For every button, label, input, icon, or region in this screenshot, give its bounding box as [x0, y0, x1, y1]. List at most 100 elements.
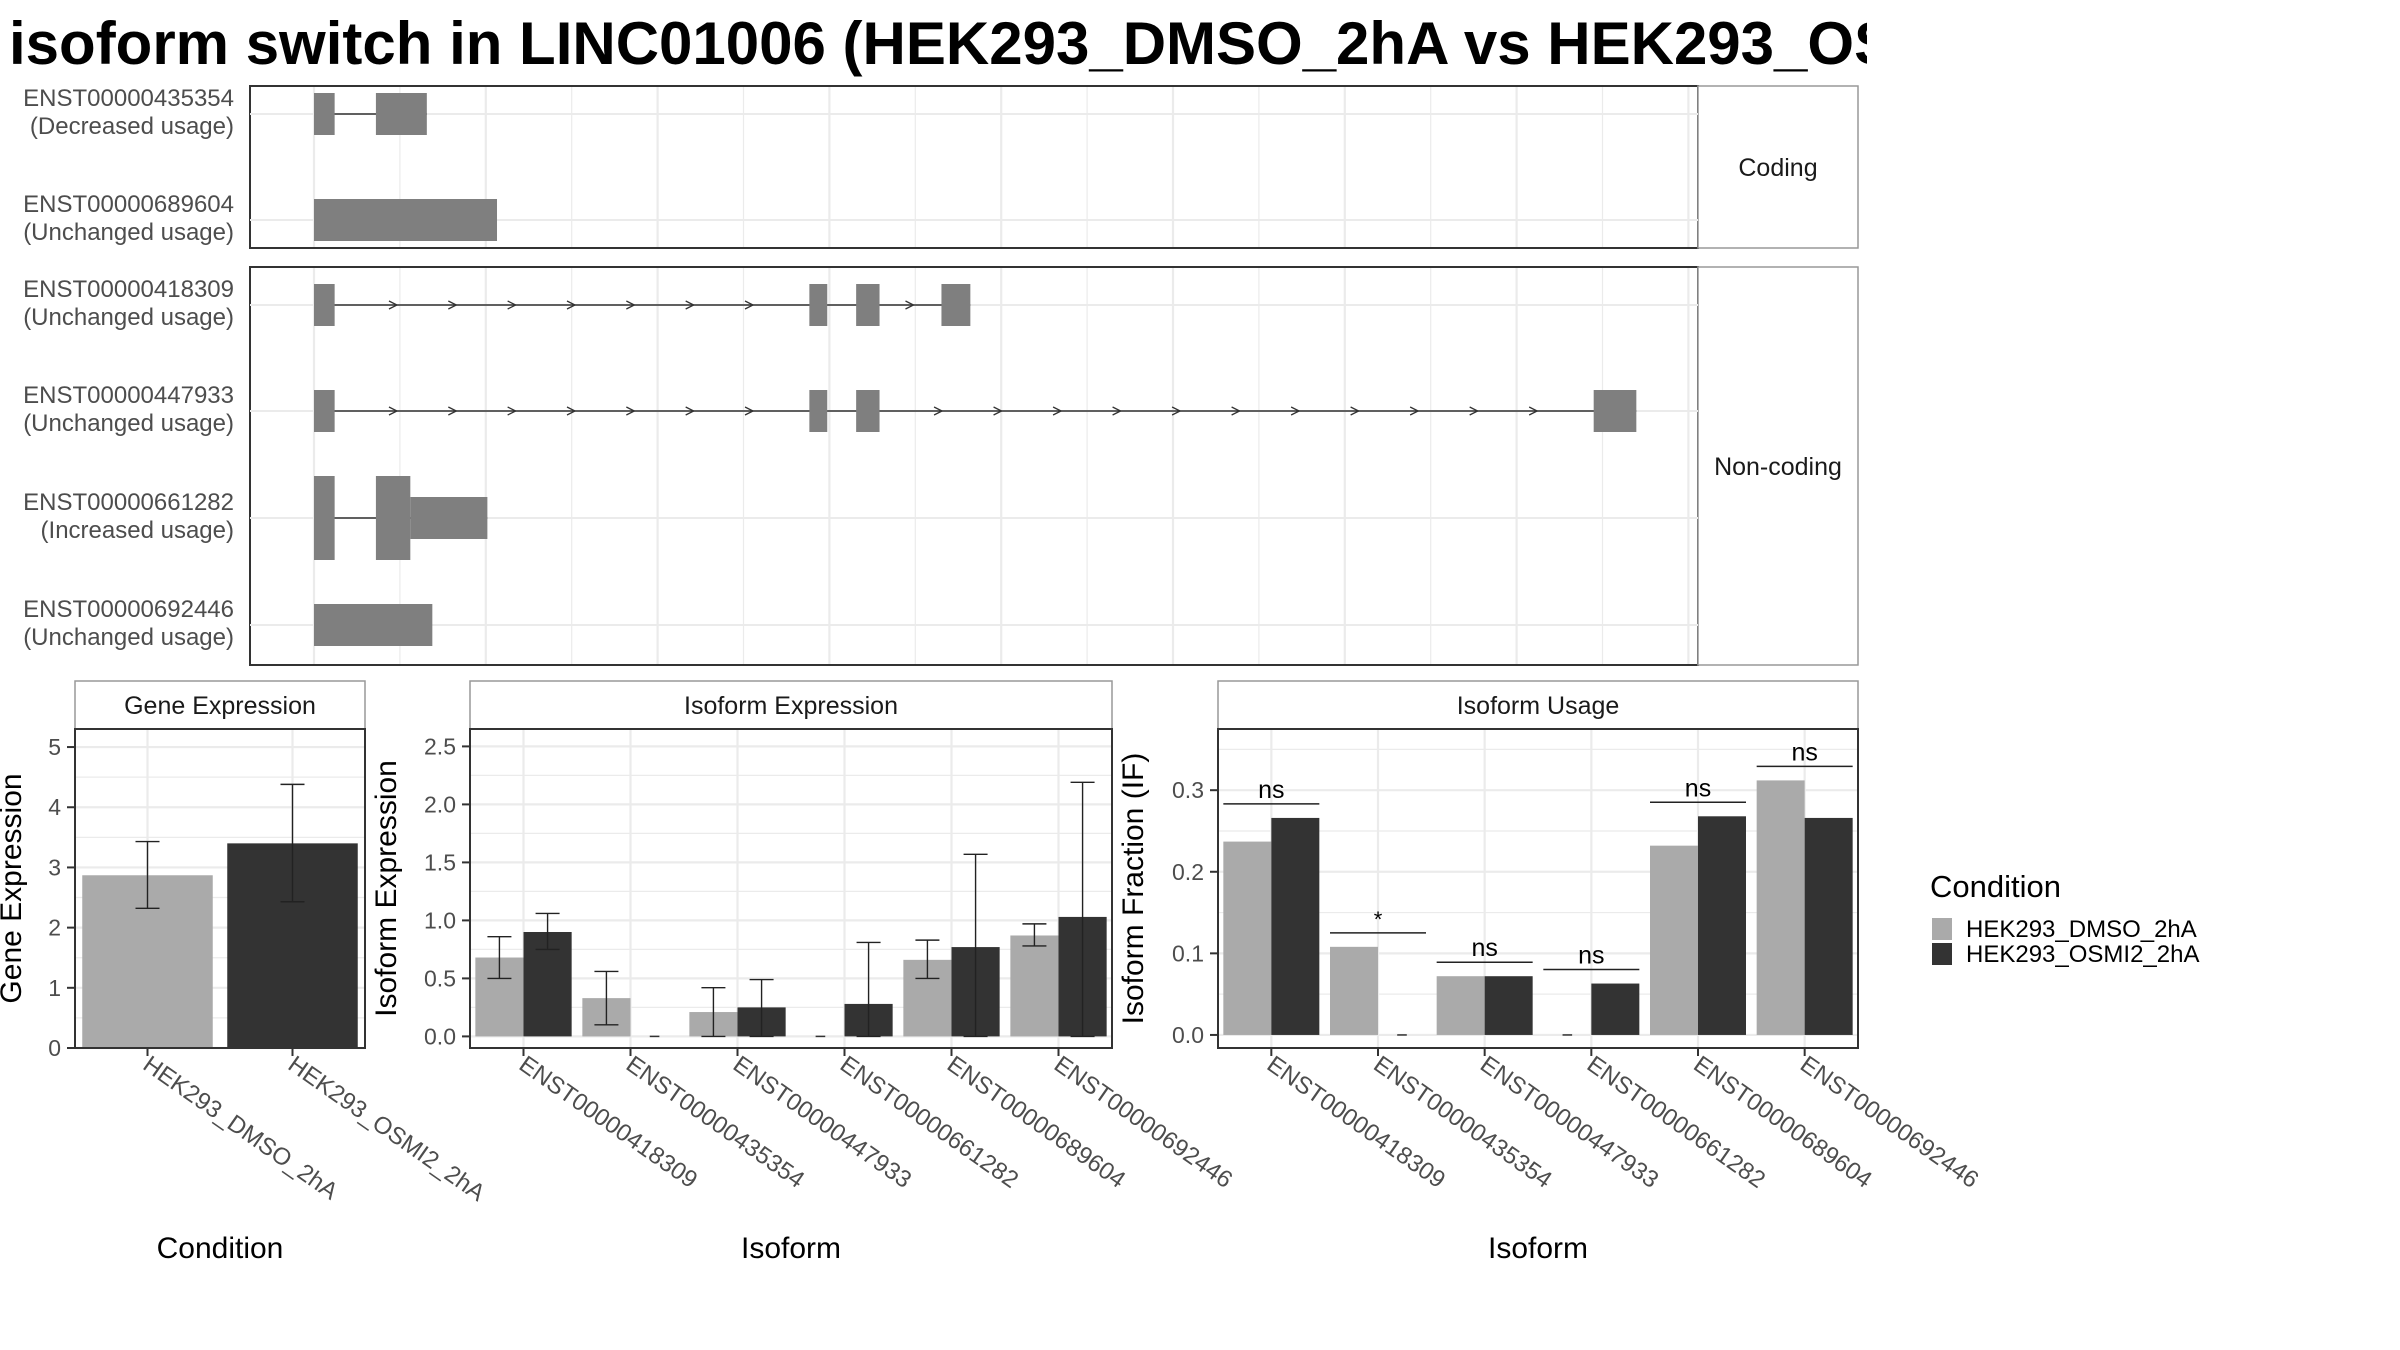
intron-arrow: [448, 406, 458, 416]
significance-label: ns: [1578, 942, 1604, 970]
data-bar: [1010, 935, 1059, 1037]
panel-title: Isoform Usage: [1457, 692, 1620, 720]
y-tick-label: 1.0: [424, 907, 456, 933]
isoform-id-label: ENST00000435354: [23, 85, 234, 112]
bar-panel-1: Gene Expression012345HEK293_DMSO_2hAHEK2…: [0, 680, 490, 1265]
x-axis-title: Isoform: [1488, 1232, 1588, 1265]
panel-bg: [470, 729, 1112, 1048]
structure-facet-strip: [1697, 85, 1859, 249]
data-bar: [1484, 976, 1533, 1035]
exon-block: [410, 497, 488, 539]
panel-strip: [1217, 680, 1859, 730]
y-tick-label: 0.5: [424, 965, 456, 991]
x-tick-label: ENST00000447933: [1475, 1051, 1663, 1194]
x-tick-label: ENST00000435354: [621, 1051, 809, 1194]
intron-arrow: [744, 406, 755, 416]
intron-arrow: [1052, 406, 1063, 416]
y-tick-label: 0.0: [424, 1023, 456, 1049]
isoform-usage-label: (Decreased usage): [30, 113, 234, 140]
y-tick-label: 0.0: [1172, 1022, 1204, 1048]
significance-label: ns: [1471, 934, 1497, 962]
data-bar: [1271, 817, 1320, 1035]
y-tick-label: 0.2: [1172, 859, 1204, 885]
exon-block: [314, 199, 498, 241]
intron-arrow: [1290, 406, 1301, 416]
x-tick-label: ENST00000435354: [1369, 1051, 1557, 1194]
panel-border: [469, 728, 1113, 1049]
x-tick-label: ENST00000418309: [514, 1051, 702, 1194]
exon-block: [809, 390, 828, 432]
y-tick-label: 1.5: [424, 849, 456, 875]
isoform-id-label: ENST00000418309: [23, 276, 234, 303]
intron-arrow: [566, 300, 577, 310]
significance-label: ns: [1685, 774, 1711, 802]
intron-arrow: [1528, 406, 1539, 416]
y-axis-title: Gene Expression: [0, 773, 28, 1003]
intron-arrow: [993, 406, 1004, 416]
isoform-id-label: ENST00000692446: [23, 596, 234, 623]
y-tick-label: 2: [48, 915, 61, 941]
isoform-usage-label: (Unchanged usage): [23, 219, 234, 246]
data-bar: [1436, 976, 1485, 1035]
intron-arrow: [685, 406, 696, 416]
bar-panel-2: Isoform Expression 0.0 0.5 1.0 1.5 2.0 2.5 ENST…: [370, 680, 1237, 1265]
exon-block: [314, 390, 335, 432]
y-tick-label: 0.3: [1172, 777, 1204, 803]
significance-label: ns: [1258, 776, 1284, 804]
y-tick-label: 5: [48, 734, 61, 760]
intron-arrow: [507, 406, 518, 416]
page-title: isoform switch in LINC01006 (HEK293_DMSO…: [9, 10, 1867, 77]
significance-label: *: [1374, 907, 1383, 932]
y-tick-label: 1: [48, 975, 61, 1001]
panel-border: [1217, 728, 1859, 1049]
x-tick-label: ENST00000661282: [835, 1051, 1023, 1194]
intron-arrow: [1350, 406, 1361, 416]
isoform-usage-label: (Increased usage): [41, 517, 234, 544]
intron-arrow: [1171, 406, 1182, 416]
panel-strip: [74, 680, 366, 730]
intron-arrow: [1469, 406, 1480, 416]
intron-arrow: [1409, 406, 1420, 416]
data-bar: [1591, 983, 1640, 1035]
data-bar: [1804, 817, 1853, 1035]
x-tick-label: ENST00000661282: [1582, 1051, 1770, 1194]
intron-arrow: [507, 300, 518, 310]
structure-facet-strip: [1697, 266, 1859, 666]
structure-panel-bg: [250, 267, 1698, 665]
intron-arrow: [685, 300, 696, 310]
intron-arrow: [388, 406, 399, 416]
data-bar: [1756, 780, 1805, 1035]
data-bar: [1223, 841, 1272, 1035]
intron-arrow: [388, 300, 399, 310]
intron-arrow: [1231, 406, 1242, 416]
x-tick-label: ENST00000418309: [1262, 1051, 1450, 1194]
isoform-id-label: ENST00000661282: [23, 489, 234, 516]
panel-bg: [1218, 729, 1858, 1048]
exon-block: [375, 476, 411, 560]
panel-border: [74, 728, 366, 1049]
legend-swatch: [1932, 918, 1952, 940]
intron-arrow: [566, 406, 577, 416]
exon-block: [314, 93, 335, 135]
exon-block: [314, 284, 335, 326]
x-tick-label: ENST00000692446: [1795, 1051, 1983, 1194]
isoform-id-label: ENST00000689604: [23, 191, 234, 218]
intron-arrow: [626, 406, 636, 416]
panel-title: Gene Expression: [124, 692, 316, 720]
y-tick-label: 4: [48, 794, 61, 820]
structure-facet-label: Non-coding: [1714, 453, 1842, 481]
isoform-id-label: ENST00000447933: [23, 382, 234, 409]
isoform-usage-label: (Unchanged usage): [23, 624, 234, 651]
x-axis-title: Condition: [157, 1232, 284, 1265]
intron-arrow: [626, 300, 636, 310]
x-tick-label: ENST00000692446: [1049, 1051, 1237, 1194]
y-tick-label: 0: [48, 1035, 61, 1061]
data-bar: [1698, 816, 1746, 1035]
exon-block: [314, 604, 433, 646]
legend-label: HEK293_OSMI2_2hA: [1966, 941, 2199, 968]
exon-block: [941, 284, 971, 326]
intron-arrow: [448, 300, 458, 310]
structure-facet-label: Coding: [1738, 154, 1817, 182]
intron-arrow: [744, 300, 755, 310]
